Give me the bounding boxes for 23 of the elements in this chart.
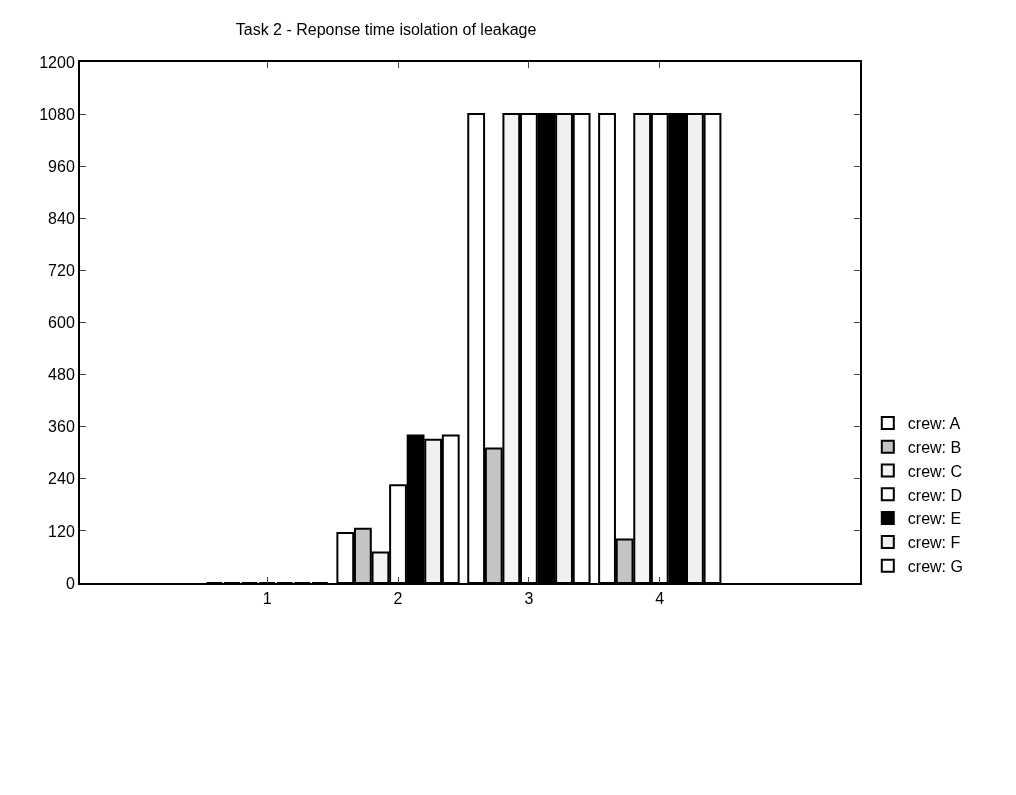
y-tick-label: 120 <box>48 522 75 540</box>
y-tick-label: 1200 <box>39 53 75 71</box>
x-tick-label: 2 <box>393 590 403 608</box>
legend-label: crew: G <box>907 557 963 575</box>
y-tick-label: 720 <box>48 262 75 279</box>
x-tick-label: 1 <box>262 590 272 608</box>
legend-label: crew: D <box>907 486 963 504</box>
y-tick-label: 0 <box>65 574 75 592</box>
x-tick-label: 4 <box>655 590 665 608</box>
y-tick-label: 1080 <box>39 105 75 123</box>
legend-label: crew: A <box>907 415 961 433</box>
y-tick-label: 360 <box>48 418 75 436</box>
legend-label: crew: C <box>907 462 963 480</box>
legend-label: crew: F <box>907 534 961 552</box>
y-tick-label: 600 <box>48 314 75 332</box>
legend-label: crew: E <box>907 510 962 528</box>
y-tick-label: 960 <box>48 157 75 175</box>
x-tick-label: 3 <box>524 590 534 608</box>
chart-title: Task 2 - Reponse time isolation of leakage <box>235 21 537 39</box>
legend-label: crew: B <box>907 438 962 456</box>
y-tick-label: 480 <box>48 366 75 384</box>
y-tick-label: 840 <box>48 209 75 227</box>
y-tick-label: 240 <box>48 470 75 488</box>
